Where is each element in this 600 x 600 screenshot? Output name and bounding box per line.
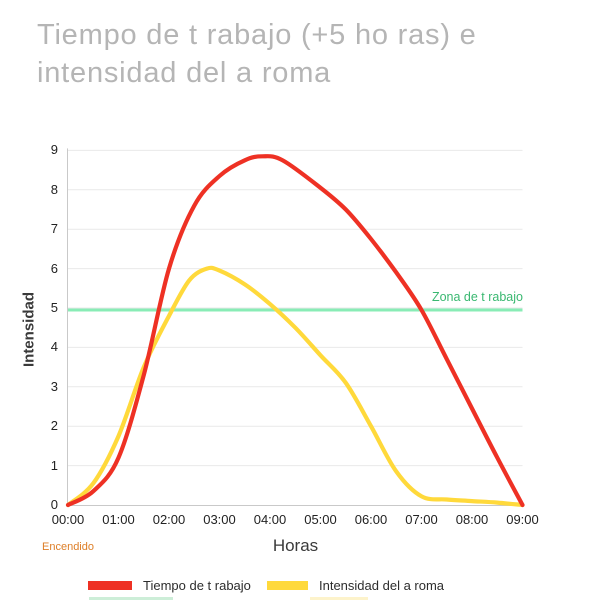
legend-item-aroma: Intensidad del a roma bbox=[267, 578, 444, 593]
tiempo-series-line bbox=[65, 154, 525, 508]
legend-item-tiempo: Tiempo de t rabajo bbox=[88, 578, 251, 593]
x-axis-title: Horas bbox=[272, 536, 319, 555]
legend-swatch-aroma bbox=[267, 581, 308, 590]
legend-label-tiempo: Tiempo de t rabajo bbox=[143, 578, 251, 593]
zone-label: Zona de t rabajo bbox=[431, 290, 523, 304]
legend-swatch-cropped-1 bbox=[89, 597, 173, 600]
chart-title: Tiempo de t rabajo (+5 ho ras) e intensi… bbox=[37, 19, 477, 89]
legend-label-aroma: Intensidad del a roma bbox=[319, 578, 445, 593]
origin-annotation: Encendido bbox=[42, 541, 94, 553]
legend-swatch-cropped-2 bbox=[310, 597, 368, 600]
legend-swatch-tiempo bbox=[88, 581, 132, 590]
y-axis-title: Intensidad bbox=[20, 292, 38, 368]
